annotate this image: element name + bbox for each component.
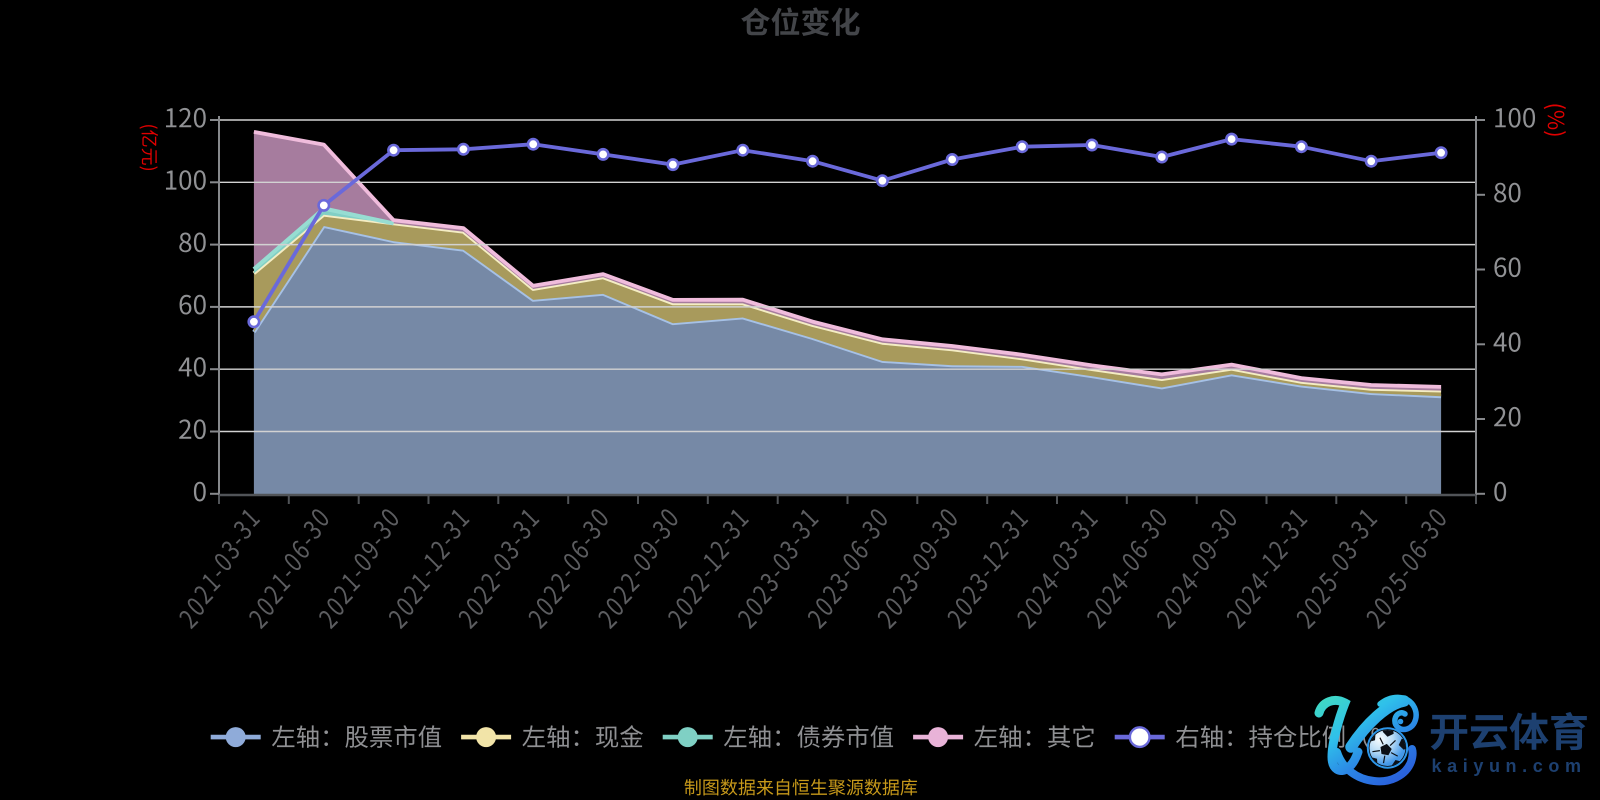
svg-text:kaiyun.com: kaiyun.com [1432, 756, 1582, 776]
